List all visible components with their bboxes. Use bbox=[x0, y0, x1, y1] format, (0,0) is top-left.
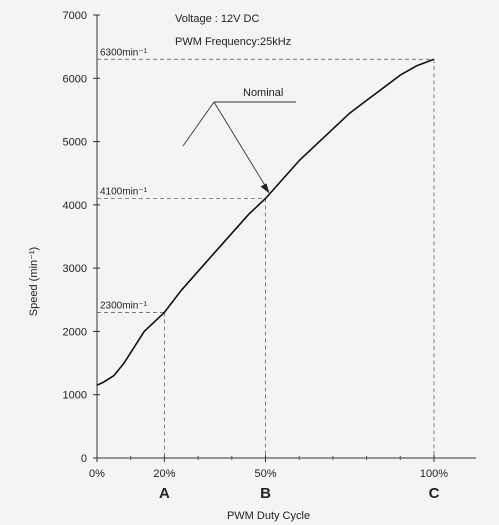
nominal-leader-line bbox=[213, 101, 268, 190]
y-axis-title: Speed (min⁻¹) bbox=[28, 247, 40, 316]
series-line bbox=[96, 58, 435, 386]
duty-point-letter: B bbox=[260, 485, 271, 502]
duty-point-letter: A bbox=[159, 485, 170, 502]
speed-marker-label: 6300min⁻¹ bbox=[100, 47, 148, 58]
y-tick-label: 5000 bbox=[63, 137, 87, 149]
reference-guides bbox=[97, 58, 435, 458]
y-tick-label: 3000 bbox=[63, 263, 87, 275]
axes: 0 1000 2000 3000 4000 5000 6000 7000 0% 20% 50% 100… bbox=[63, 10, 476, 480]
y-tick-label: 7000 bbox=[63, 10, 87, 22]
series-layer bbox=[96, 58, 435, 386]
x-tick-label: 50% bbox=[254, 468, 276, 480]
y-tick-label: 6000 bbox=[63, 73, 87, 85]
y-tick-label: 4000 bbox=[63, 200, 87, 212]
speed-marker-label: 4100min⁻¹ bbox=[100, 187, 148, 198]
labels: PWM Duty Cycle Speed (min⁻¹) Voltage : 12V… bbox=[28, 13, 440, 522]
condition-note: PWM Frequency:25kHz bbox=[175, 36, 291, 48]
nominal-annotation-label: Nominal bbox=[243, 87, 283, 99]
x-tick-label: 0% bbox=[89, 468, 105, 480]
x-axis-title: PWM Duty Cycle bbox=[227, 510, 310, 522]
x-tick-label: 20% bbox=[153, 468, 175, 480]
x-tick-label: 100% bbox=[420, 468, 448, 480]
duty-point-letter: C bbox=[429, 485, 440, 502]
nominal-arrowhead bbox=[260, 183, 270, 194]
condition-note: Voltage : 12V DC bbox=[175, 13, 259, 25]
y-tick-label: 0 bbox=[81, 453, 87, 465]
speed-marker-label: 2300min⁻¹ bbox=[100, 300, 148, 311]
nominal-leader-line-secondary bbox=[182, 101, 215, 147]
y-tick-label: 1000 bbox=[63, 390, 87, 402]
y-tick-label: 2000 bbox=[63, 326, 87, 338]
